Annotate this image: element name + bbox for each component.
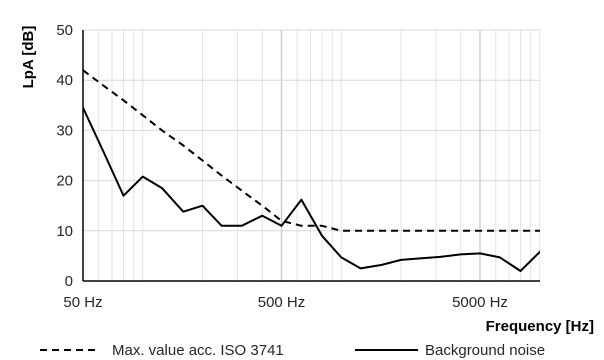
x-tick-label: 5000 Hz: [452, 294, 508, 311]
y-tick-label: 0: [65, 273, 73, 290]
y-tick-label: 10: [56, 223, 73, 240]
x-axis-label: Frequency [Hz]: [486, 318, 594, 335]
series-line-background-noise: [83, 107, 540, 272]
series-layer: [83, 69, 540, 272]
tick-labels: 0 10 20 30 40 50 50 Hz 500 Hz 5000 Hz: [56, 22, 508, 311]
grid: [83, 29, 541, 281]
y-tick-label: 30: [56, 122, 73, 139]
legend-label-iso: Max. value acc. ISO 3741: [112, 342, 284, 359]
x-tick-label: 50 Hz: [63, 294, 102, 311]
series-line-iso-max: [83, 69, 540, 232]
axes: [82, 30, 540, 282]
y-tick-label: 50: [56, 22, 73, 39]
y-tick-label: 40: [56, 72, 73, 89]
x-tick-label: 500 Hz: [258, 294, 306, 311]
y-tick-label: 20: [56, 173, 73, 190]
y-axis-label: LpA [dB]: [20, 26, 37, 89]
legend: Max. value acc. ISO 3741 Background nois…: [40, 342, 545, 359]
legend-label-background: Background noise: [425, 342, 545, 359]
